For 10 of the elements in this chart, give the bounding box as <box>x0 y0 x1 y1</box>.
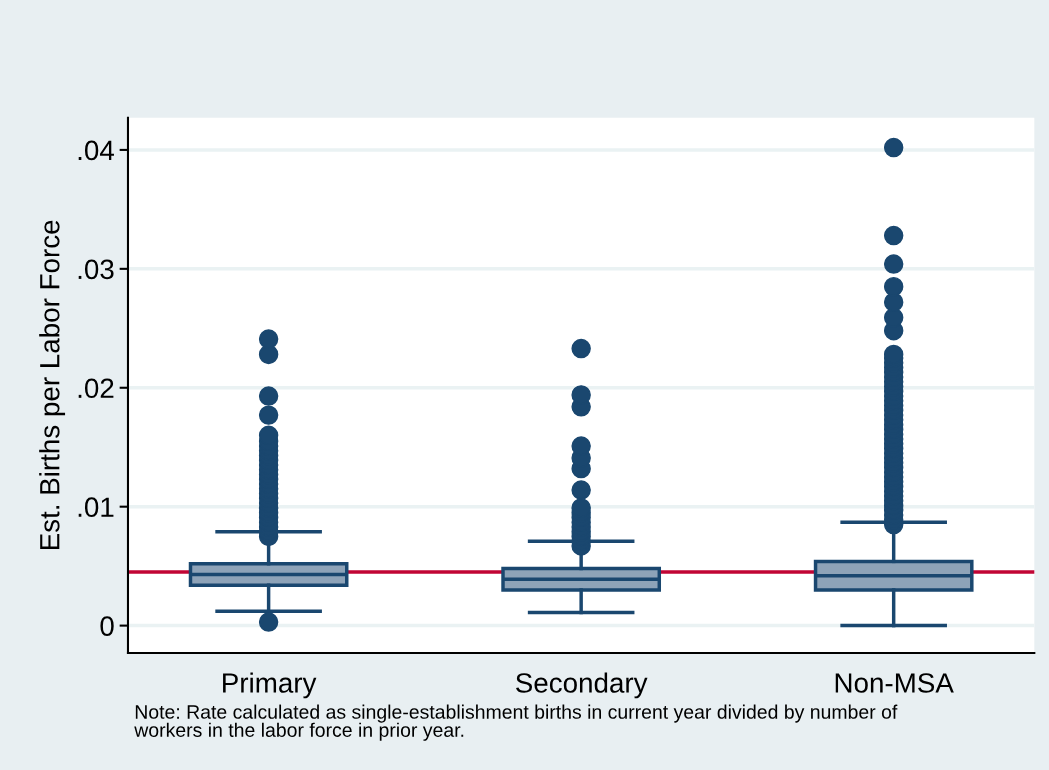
x-tick-label: Primary <box>223 672 317 699</box>
x-tick-label: Secondary <box>516 672 648 699</box>
text: Note: Rate calculated as single-establishment births in current year divided by number of workers in the labor force in prior year. <box>134 704 898 741</box>
y-tick-label: .02 <box>78 378 114 399</box>
y-tick-label: .03 <box>78 259 114 280</box>
y-tick-label: .01 <box>78 497 114 518</box>
y-tick-label: 0 <box>100 616 114 636</box>
x-tick-label: Non-MSA <box>835 673 954 693</box>
y-axis-title: Est. Births per Labor Force <box>39 220 66 550</box>
y-tick-label: .04 <box>78 140 114 161</box>
